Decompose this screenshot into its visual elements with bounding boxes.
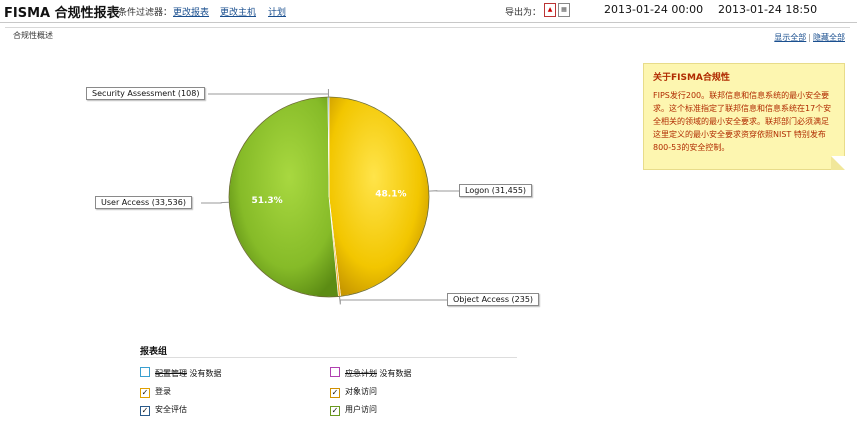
show-all-link[interactable]: 显示全部 bbox=[774, 33, 807, 42]
export-label: 导出为： bbox=[505, 8, 542, 18]
report-header: FISMA 合规性报表 | 条件过滤器： 更改报表 更改主机 计划 导出为： ▲… bbox=[0, 0, 857, 23]
legend-label: 应急计划 bbox=[345, 369, 377, 378]
note-title: 关于FISMA合规性 bbox=[653, 73, 730, 83]
schedule-link[interactable]: 计划 bbox=[268, 8, 287, 18]
change-report-link[interactable]: 更改报表 bbox=[173, 8, 210, 18]
compliance-overview-panel: 合规性概述 显示全部 | 隐藏全部 bbox=[5, 27, 850, 428]
legend-item-user-access[interactable]: ✓ 用户访问 bbox=[330, 404, 377, 416]
csv-icon[interactable]: ▦ bbox=[558, 3, 570, 17]
filter-label: 条件过滤器： bbox=[118, 8, 173, 18]
fisma-info-note: 关于FISMA合规性 FIPS发行200。联邦信息和信息系统的最小安全要求。这个… bbox=[643, 63, 845, 170]
callout-user-access: User Access (33,536) bbox=[95, 196, 192, 209]
legend-checkbox[interactable] bbox=[140, 367, 150, 377]
legend-item-security-assessment[interactable]: ✓ 安全评估 bbox=[140, 404, 187, 416]
callout-logon: Logon (31,455) bbox=[459, 184, 533, 197]
legend-label: 登录 bbox=[155, 387, 171, 396]
legend-checkbox[interactable] bbox=[330, 367, 340, 377]
legend-title: 报表组 bbox=[140, 347, 168, 357]
callout-security-assessment: Security Assessment (108) bbox=[86, 87, 206, 100]
end-time: 2013-01-24 18:50 bbox=[718, 3, 818, 16]
note-body: FIPS发行200。联邦信息和信息系统的最小安全要求。这个标准指定了联邦信息和信… bbox=[653, 91, 832, 152]
legend-no-data: 没有数据 bbox=[379, 369, 412, 378]
legend-no-data: 没有数据 bbox=[189, 369, 222, 378]
page-title: FISMA 合规性报表 bbox=[4, 6, 120, 21]
pdf-icon[interactable]: ▲ bbox=[544, 3, 556, 17]
hide-all-link[interactable]: 隐藏全部 bbox=[813, 33, 845, 42]
legend-item-object-access[interactable]: ✓ 对象访问 bbox=[330, 386, 377, 398]
legend-checkbox[interactable]: ✓ bbox=[330, 406, 340, 416]
link-separator: | bbox=[808, 33, 811, 42]
legend-item-logon[interactable]: ✓ 登录 bbox=[140, 386, 171, 398]
legend-label: 安全评估 bbox=[155, 405, 187, 414]
start-time: 2013-01-24 00:00 bbox=[604, 3, 704, 16]
legend-item-config-management[interactable]: 配置管理 没有数据 bbox=[140, 367, 222, 379]
legend-checkbox[interactable]: ✓ bbox=[140, 406, 150, 416]
panel-links: 显示全部 | 隐藏全部 bbox=[774, 32, 845, 43]
legend-label: 用户访问 bbox=[345, 405, 377, 414]
legend-divider bbox=[140, 357, 517, 358]
legend-label: 配置管理 bbox=[155, 369, 187, 378]
legend-checkbox[interactable]: ✓ bbox=[140, 388, 150, 398]
title-separator: | bbox=[110, 4, 114, 17]
legend-item-contingency-plan[interactable]: 应急计划 没有数据 bbox=[330, 367, 412, 379]
callout-object-access: Object Access (235) bbox=[447, 293, 540, 306]
legend-checkbox[interactable]: ✓ bbox=[330, 388, 340, 398]
legend-label: 对象访问 bbox=[345, 387, 377, 396]
panel-title: 合规性概述 bbox=[13, 31, 53, 40]
change-host-link[interactable]: 更改主机 bbox=[220, 8, 257, 18]
